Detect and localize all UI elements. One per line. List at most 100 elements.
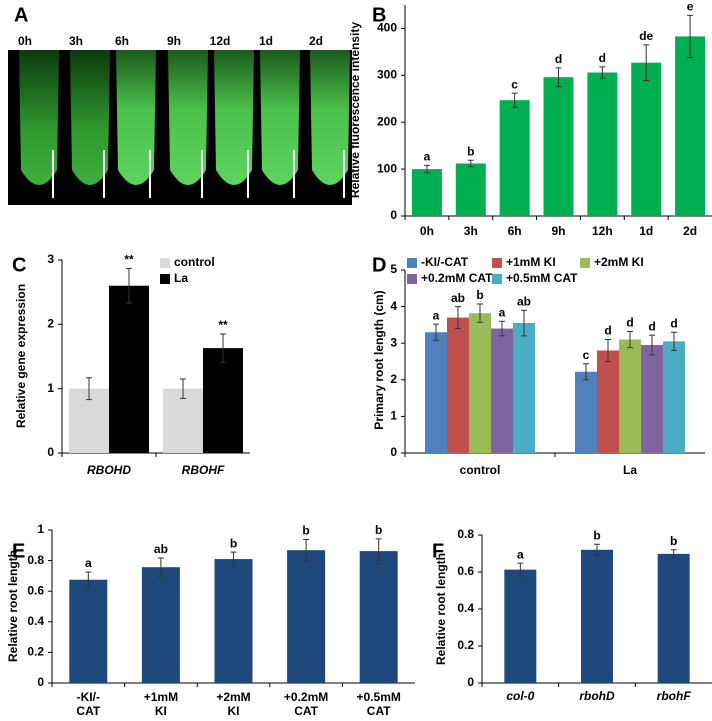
legend-label: +0.2mM CAT — [421, 271, 493, 285]
y-tick-label: 0 — [390, 445, 397, 459]
error-bar — [511, 92, 518, 108]
bar — [455, 163, 486, 216]
bar — [675, 36, 706, 216]
error-bar — [671, 331, 677, 352]
bar — [411, 169, 442, 216]
root-label: 12d — [210, 34, 231, 48]
significance-label: b — [467, 144, 474, 158]
y-tick-label: 1 — [47, 381, 54, 395]
bar — [581, 549, 613, 683]
y-tick-label: 100 — [377, 161, 397, 175]
error-bar — [627, 330, 633, 349]
bar — [163, 388, 203, 453]
bar — [203, 348, 243, 453]
y-tick-label: 0 — [47, 445, 54, 459]
error-bar — [583, 363, 589, 381]
legend-label: control — [174, 255, 215, 269]
bar — [491, 328, 513, 453]
error-bar — [605, 339, 611, 362]
x-tick-label: RBOHD — [87, 463, 131, 477]
root — [310, 50, 350, 185]
legend-label: -KI/-CAT — [421, 255, 469, 269]
y-axis-title: Relative root length — [434, 553, 448, 665]
y-tick-label: 0.8 — [457, 527, 474, 541]
y-tick-label: 1 — [37, 522, 44, 536]
root — [168, 50, 208, 185]
error-bar — [375, 538, 382, 564]
y-tick-label: 0 — [467, 675, 474, 689]
y-tick-label: 2 — [390, 372, 397, 386]
bar — [597, 350, 619, 453]
significance-label: d — [626, 316, 633, 330]
y-axis-title: Relative gene expression — [14, 284, 28, 428]
error-bar — [517, 562, 524, 577]
error-bar — [126, 267, 132, 304]
significance-label: a — [499, 305, 506, 319]
y-tick-label: 0.2 — [27, 645, 44, 659]
x-tick-label: +2mM KI — [216, 690, 250, 718]
y-tick-label: 5 — [390, 262, 397, 276]
significance-label: ** — [218, 318, 228, 332]
y-axis-title: Relative fluorescence intensity — [348, 22, 362, 198]
root-label: 9h — [167, 34, 181, 48]
bar — [575, 371, 597, 453]
significance-label: de — [639, 29, 653, 43]
y-tick-label: 400 — [377, 21, 397, 35]
error-bar — [157, 557, 164, 577]
error-bar — [85, 571, 92, 588]
y-tick-label: 0.4 — [457, 601, 474, 615]
y-tick-label: 4 — [390, 299, 397, 313]
significance-label: b — [593, 528, 600, 542]
x-tick-label: 2d — [683, 224, 697, 238]
legend-swatch — [160, 258, 170, 268]
legend-label: +0.5mM CAT — [506, 271, 578, 285]
x-tick-label: 1d — [639, 224, 653, 238]
significance-label: d — [604, 324, 611, 338]
x-tick-label: rbohF — [657, 689, 692, 703]
error-bar — [521, 309, 527, 337]
root — [214, 50, 254, 185]
error-bar — [477, 303, 483, 323]
x-tick-label: +0.5mM CAT — [357, 690, 401, 718]
legend-swatch — [580, 258, 590, 268]
panel-letter: C — [12, 254, 26, 276]
significance-label: a — [433, 308, 440, 322]
error-bar — [599, 66, 606, 79]
error-bar — [220, 333, 226, 363]
y-tick-label: 1 — [390, 409, 397, 423]
y-tick-label: 0 — [37, 675, 44, 689]
y-tick-label: 0.6 — [457, 564, 474, 578]
error-bar — [649, 334, 655, 356]
y-tick-label: 300 — [377, 68, 397, 82]
significance-label: ab — [517, 294, 531, 308]
legend-swatch — [492, 258, 502, 268]
bar — [513, 323, 535, 453]
y-tick-label: 0.4 — [27, 614, 44, 628]
bar — [499, 100, 530, 216]
root — [260, 50, 300, 185]
legend-label: +2mM KI — [594, 255, 644, 269]
significance-label: b — [302, 524, 309, 538]
bar — [469, 313, 491, 453]
root — [19, 50, 59, 185]
bar — [641, 345, 663, 453]
error-bar — [433, 323, 439, 341]
bar — [287, 550, 326, 683]
significance-label: a — [517, 547, 524, 561]
y-tick-label: 0.6 — [27, 583, 44, 597]
significance-label: d — [670, 316, 677, 330]
significance-label: d — [555, 52, 562, 66]
y-tick-label: 2 — [47, 317, 54, 331]
x-tick-label: +1mM KI — [144, 690, 178, 718]
error-bar — [180, 378, 186, 399]
bar — [543, 77, 574, 216]
legend-label: La — [174, 271, 188, 285]
y-axis-title: Relative root length — [6, 550, 20, 662]
legend-swatch — [492, 274, 502, 284]
root-label: 2d — [309, 34, 323, 48]
significance-label: c — [511, 77, 518, 91]
legend-swatch — [407, 274, 417, 284]
error-bar — [230, 551, 237, 567]
significance-label: ab — [451, 291, 465, 305]
bar — [619, 339, 641, 453]
